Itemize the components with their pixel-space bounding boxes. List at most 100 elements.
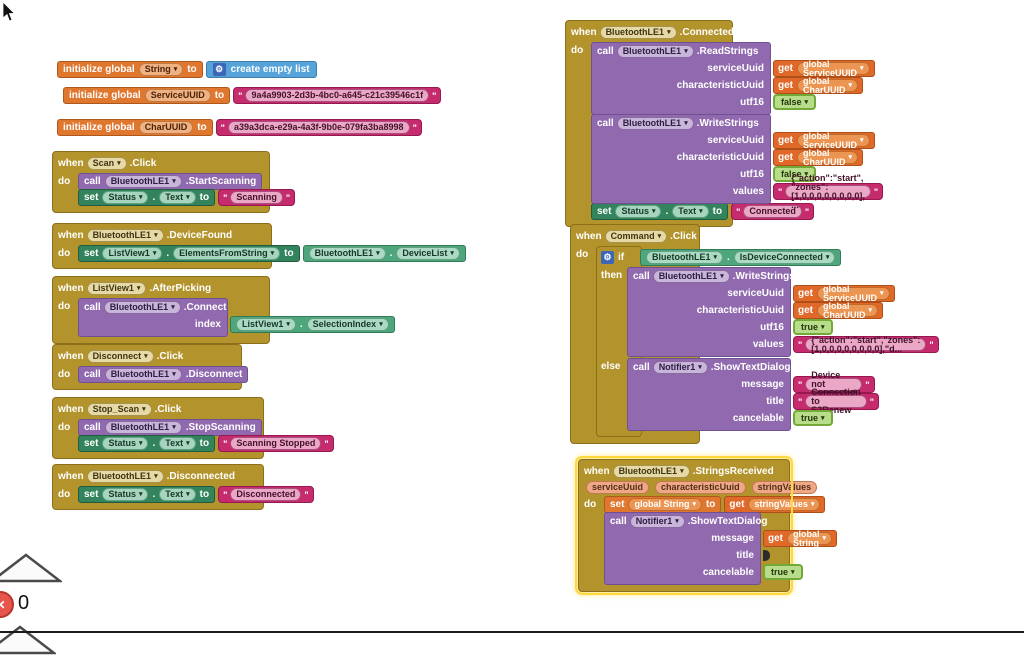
component-dropdown[interactable]: BluetoothLE1 ▾ xyxy=(652,270,730,283)
component-dropdown[interactable]: BluetoothLE1 ▾ xyxy=(616,117,694,130)
get-variable-block[interactable]: get global ServiceUUID ▾ xyxy=(773,59,875,77)
set-status-text-block[interactable]: set Status ▾ . Text ▾ to xyxy=(78,486,216,503)
empty-socket[interactable] xyxy=(763,550,770,561)
variable-name-field[interactable]: String ▾ xyxy=(138,63,184,76)
variable-dropdown[interactable]: global ServiceUUID ▾ xyxy=(797,59,870,77)
variable-dropdown[interactable]: global ServiceUUID ▾ xyxy=(797,131,870,149)
logic-true-block[interactable]: true ▾ xyxy=(763,564,803,580)
init-global-block[interactable]: initialize global CharUUID to xyxy=(57,119,213,136)
string-value-field[interactable]: Scanning xyxy=(230,191,283,204)
mutator-gear-icon[interactable]: ⚙ xyxy=(212,63,226,76)
component-dropdown[interactable]: Command ▾ xyxy=(604,229,668,243)
get-variable-block[interactable]: get stringValues ▾ xyxy=(724,496,826,513)
block-when-connected[interactable]: when BluetoothLE1 ▾ .Connected do call Bl… xyxy=(565,20,884,227)
get-variable-block[interactable]: get global ServiceUUID ▾ xyxy=(793,284,895,302)
block-when-scan-click[interactable]: when Scan ▾ .Click do call BluetoothLE1 ▾ … xyxy=(52,151,296,213)
text-string-block[interactable]: " 9a4a9903-2d3b-4bc0-a645-c21c39546c1f " xyxy=(233,87,442,104)
variable-name-field[interactable]: ServiceUUID xyxy=(144,89,211,102)
string-value-field[interactable]: Disconnected xyxy=(230,488,302,501)
variable-dropdown[interactable]: global String ▾ xyxy=(787,529,833,547)
text-string-block[interactable]: " a39a3dca-e29a-4a3f-9b0e-079fa3ba8998 " xyxy=(215,119,422,136)
if-else-block[interactable]: ⚙ if BluetoothLE1 ▾ . IsDeviceConnected ▾ … xyxy=(596,246,939,437)
component-dropdown[interactable]: Disconnect ▾ xyxy=(86,349,154,363)
event-param-characteristicuuid[interactable]: characteristicUuid xyxy=(655,481,746,494)
get-variable-block[interactable]: get global String ▾ xyxy=(763,529,838,547)
component-dropdown[interactable]: BluetoothLE1 ▾ xyxy=(104,368,182,381)
call-writestrings-block[interactable]: call BluetoothLE1 ▾ .WriteStrings service… xyxy=(627,267,939,357)
component-dropdown[interactable]: ListView1 ▾ xyxy=(236,318,296,331)
block-when-stopscan-click[interactable]: when Stop_Scan ▾ .Click do call Bluetooth… xyxy=(52,397,334,459)
variable-dropdown[interactable]: global CharUUID ▾ xyxy=(797,148,859,166)
property-dropdown[interactable]: ElementsFromString ▾ xyxy=(173,247,281,260)
block-when-disconnected[interactable]: when BluetoothLE1 ▾ .Disconnected do set … xyxy=(52,464,314,510)
warning-triangle-icon[interactable] xyxy=(0,553,62,583)
component-dropdown[interactable]: Status ▾ xyxy=(102,488,149,501)
component-dropdown[interactable]: BluetoothLE1 ▾ xyxy=(86,228,164,242)
call-stopscanning-block[interactable]: call BluetoothLE1 ▾ .StopScanning xyxy=(78,419,262,436)
logic-false-block[interactable]: false ▾ xyxy=(773,166,817,182)
component-dropdown[interactable]: BluetoothLE1 ▾ xyxy=(599,25,677,39)
logic-true-block[interactable]: true ▾ xyxy=(793,410,833,426)
call-showtextdialog-block[interactable]: call Notifier1 ▾ .ShowTextDialog message … xyxy=(627,358,880,431)
property-dropdown[interactable]: Text ▾ xyxy=(159,437,196,450)
event-param-stringvalues[interactable]: stringValues xyxy=(751,481,818,494)
component-dropdown[interactable]: Stop_Scan ▾ xyxy=(86,402,152,416)
mutator-gear-icon[interactable]: ⚙ xyxy=(601,251,614,264)
component-dropdown[interactable]: BluetoothLE1 ▾ xyxy=(646,251,724,264)
string-value-field[interactable]: {"action":"start", "zones":[1,0,0,0,0,0,… xyxy=(785,173,871,209)
property-dropdown[interactable]: Text ▾ xyxy=(159,191,196,204)
component-dropdown[interactable]: ListView1 ▾ xyxy=(102,247,163,260)
set-listview-elements-block[interactable]: set ListView1 ▾ . ElementsFromString ▾ to xyxy=(78,245,300,262)
logic-false-block[interactable]: false ▾ xyxy=(773,94,817,110)
get-variable-block[interactable]: get global CharUUID ▾ xyxy=(793,301,884,319)
block-when-disconnect-click[interactable]: when Disconnect ▾ .Click do call Bluetoot… xyxy=(52,344,249,390)
component-dropdown[interactable]: BluetoothLE1 ▾ xyxy=(308,247,386,260)
call-disconnect-block[interactable]: call BluetoothLE1 ▾ .Disconnect xyxy=(78,366,249,383)
component-dropdown[interactable]: BluetoothLE1 ▾ xyxy=(104,421,182,434)
text-string-block[interactable]: " {"action":"start", "zones":[1,0,0,0,0,0… xyxy=(773,173,884,209)
variable-dropdown[interactable]: global CharUUID ▾ xyxy=(797,76,859,94)
call-readstrings-block[interactable]: call BluetoothLE1 ▾ .ReadStrings serviceU… xyxy=(591,42,875,115)
string-value-field[interactable]: {"action":"start","zones":[1,0,0,0,0,0,0… xyxy=(805,335,927,353)
partial-triangle-icon[interactable] xyxy=(0,625,56,655)
string-value-field[interactable]: Connection to S3Renew xyxy=(805,388,867,415)
get-variable-block[interactable]: get global CharUUID ▾ xyxy=(773,76,864,94)
component-property-getter-block[interactable]: BluetoothLE1 ▾ . IsDeviceConnected ▾ xyxy=(640,249,842,266)
block-when-devicefound[interactable]: when BluetoothLE1 ▾ .DeviceFound do set L… xyxy=(52,223,466,269)
component-dropdown[interactable]: Status ▾ xyxy=(102,191,149,204)
variable-dropdown[interactable]: global String ▾ xyxy=(628,498,702,511)
block-init-global-serviceuuid[interactable]: initialize global ServiceUUID to " 9a4a9… xyxy=(63,87,442,104)
property-dropdown[interactable]: IsDeviceConnected ▾ xyxy=(733,251,836,264)
variable-dropdown[interactable]: global ServiceUUID ▾ xyxy=(817,284,890,302)
variable-name-field[interactable]: CharUUID xyxy=(138,121,194,134)
set-status-text-block[interactable]: set Status ▾ . Text ▾ to xyxy=(78,189,216,206)
block-when-stringsreceived[interactable]: when BluetoothLE1 ▾ .StringsReceived serv… xyxy=(575,456,838,595)
component-dropdown[interactable]: Status ▾ xyxy=(615,205,662,218)
set-global-string-block[interactable]: set global String ▾ to xyxy=(604,496,722,513)
text-string-block[interactable]: " Disconnected " xyxy=(218,486,314,503)
component-dropdown[interactable]: ListView1 ▾ xyxy=(86,281,147,295)
string-value-field[interactable]: Scanning Stopped xyxy=(230,437,322,450)
property-dropdown[interactable]: Text ▾ xyxy=(159,488,196,501)
init-global-block[interactable]: initialize global ServiceUUID to xyxy=(63,87,231,104)
block-when-afterpicking[interactable]: when ListView1 ▾ .AfterPicking do call Bl… xyxy=(52,276,395,344)
property-dropdown[interactable]: Text ▾ xyxy=(672,205,709,218)
text-string-block[interactable]: " {"action":"start","zones":[1,0,0,0,0,0,… xyxy=(793,335,939,353)
call-showtextdialog-block[interactable]: call Notifier1 ▾ .ShowTextDialog message … xyxy=(604,512,838,585)
variable-dropdown[interactable]: stringValues ▾ xyxy=(748,498,821,511)
error-count-icon[interactable]: ✕ xyxy=(0,591,14,618)
string-value-field[interactable]: a39a3dca-e29a-4a3f-9b0e-079fa3ba8998 xyxy=(227,121,410,134)
get-variable-block[interactable]: get global ServiceUUID ▾ xyxy=(773,131,875,149)
component-dropdown[interactable]: Notifier1 ▾ xyxy=(629,515,685,528)
text-string-block[interactable]: "Device not connected" xyxy=(793,371,875,398)
call-writestrings-block[interactable]: call BluetoothLE1 ▾ .WriteStrings service… xyxy=(591,114,884,209)
set-status-text-block[interactable]: set Status ▾ . Text ▾ to xyxy=(591,203,729,220)
component-property-getter-block[interactable]: BluetoothLE1 ▾ . DeviceList ▾ xyxy=(302,245,466,262)
property-dropdown[interactable]: SelectionIndex ▾ xyxy=(306,318,389,331)
string-value-field[interactable]: Connected xyxy=(743,205,802,218)
block-init-global-charuuid[interactable]: initialize global CharUUID to " a39a3dca… xyxy=(57,119,422,136)
component-dropdown[interactable]: BluetoothLE1 ▾ xyxy=(104,175,182,188)
text-string-block[interactable]: " Scanning Stopped " xyxy=(218,435,334,452)
block-init-global-string[interactable]: initialize global String ▾ to ⚙ create em… xyxy=(57,61,317,78)
